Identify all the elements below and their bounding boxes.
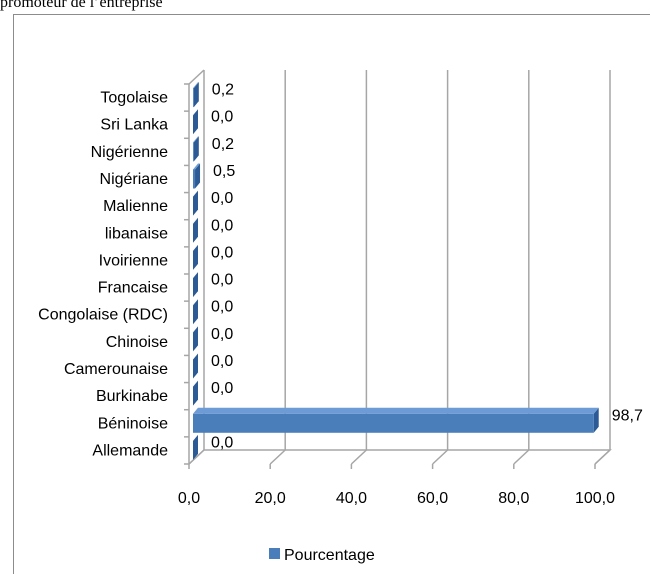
bar-front — [193, 88, 194, 108]
bar-top — [193, 136, 199, 143]
bar-front — [193, 413, 594, 433]
x-tick-label: 80,0 — [498, 490, 529, 507]
data-label: 0,0 — [211, 217, 233, 234]
bar — [193, 407, 599, 433]
category-label: Chinoise — [106, 334, 168, 351]
data-label: 0,0 — [211, 380, 233, 397]
gridlines — [184, 69, 612, 469]
plot-floor — [188, 449, 612, 465]
bar-side — [193, 109, 198, 135]
bar-side — [193, 217, 198, 243]
gridline-depth — [269, 449, 286, 465]
bar — [193, 82, 199, 108]
gridline-depth — [432, 449, 449, 465]
category-label: Ivoirienne — [99, 252, 168, 269]
bar-front — [193, 169, 196, 189]
data-label: 0,2 — [212, 82, 234, 99]
category-label: Malienne — [103, 198, 168, 215]
bar-side — [195, 163, 201, 189]
data-label: 0,0 — [211, 353, 233, 370]
category-label: Burkinabe — [96, 388, 168, 405]
bar — [193, 434, 198, 460]
bar-side — [593, 407, 599, 433]
x-tick-label: 60,0 — [417, 490, 448, 507]
bar — [193, 217, 198, 243]
data-label: 0,0 — [211, 272, 233, 289]
bar-side — [193, 380, 198, 406]
x-tick-label: 40,0 — [336, 490, 367, 507]
bar — [193, 109, 198, 135]
data-label: 0,0 — [211, 190, 233, 207]
chart-area — [13, 14, 650, 574]
data-label: 0,0 — [211, 244, 233, 261]
bar — [193, 299, 198, 325]
category-label: libanaise — [105, 225, 168, 242]
wall-top-line — [188, 69, 205, 85]
legend-label: Pourcentage — [284, 547, 375, 564]
gridline-depth — [594, 449, 611, 465]
data-label: 0,0 — [211, 434, 233, 451]
category-label: Congolaise (RDC) — [38, 307, 168, 324]
data-label: 0,5 — [213, 163, 235, 180]
x-tick-label: 100,0 — [575, 490, 615, 507]
bar — [193, 190, 198, 216]
legend: Pourcentage — [269, 547, 375, 564]
gridline-depth — [513, 449, 530, 465]
legend-swatch — [269, 548, 280, 559]
category-label: Nigérienne — [91, 144, 168, 161]
bar — [193, 136, 199, 162]
bar — [193, 163, 201, 189]
category-label: Togolaise — [100, 90, 168, 107]
category-label: Camerounaise — [64, 361, 168, 378]
bar-side — [193, 299, 198, 325]
category-label: Francaise — [98, 280, 168, 297]
bar-front — [193, 142, 194, 162]
chart-caption: promoteur de l’entreprise — [0, 0, 163, 11]
category-label: Béninoise — [98, 415, 168, 432]
bar — [193, 272, 198, 298]
bars — [193, 82, 599, 460]
gridline-depth — [188, 449, 205, 465]
bar — [193, 353, 198, 379]
data-label: 0,0 — [211, 109, 233, 126]
bar-side — [193, 353, 198, 379]
bar-side — [193, 82, 199, 108]
data-label: 0,0 — [211, 299, 233, 316]
bar — [193, 244, 198, 270]
bar-top — [193, 407, 599, 414]
category-label: Sri Lanka — [100, 117, 168, 134]
bar-side — [193, 190, 198, 216]
gridline-depth — [350, 449, 367, 465]
data-label: 0,0 — [211, 326, 233, 343]
x-tick-label: 0,0 — [178, 490, 200, 507]
x-tick-label: 20,0 — [255, 490, 286, 507]
bar — [193, 326, 198, 352]
bar — [193, 380, 198, 406]
bar-side — [193, 136, 199, 162]
bar-side — [193, 244, 198, 270]
bar-side — [193, 434, 198, 460]
bar-top — [193, 82, 199, 89]
bar-side — [193, 326, 198, 352]
data-label: 98,7 — [612, 407, 643, 424]
category-label: Allemande — [92, 442, 168, 459]
bar-top — [193, 163, 201, 170]
bar-side — [193, 272, 198, 298]
data-label: 0,2 — [212, 136, 234, 153]
category-label: Nigériane — [100, 171, 169, 188]
labels: 0,0 20,0 40,0 60,0 80,0 100,0 Togolaise 0,2 Sri … — [38, 82, 643, 507]
